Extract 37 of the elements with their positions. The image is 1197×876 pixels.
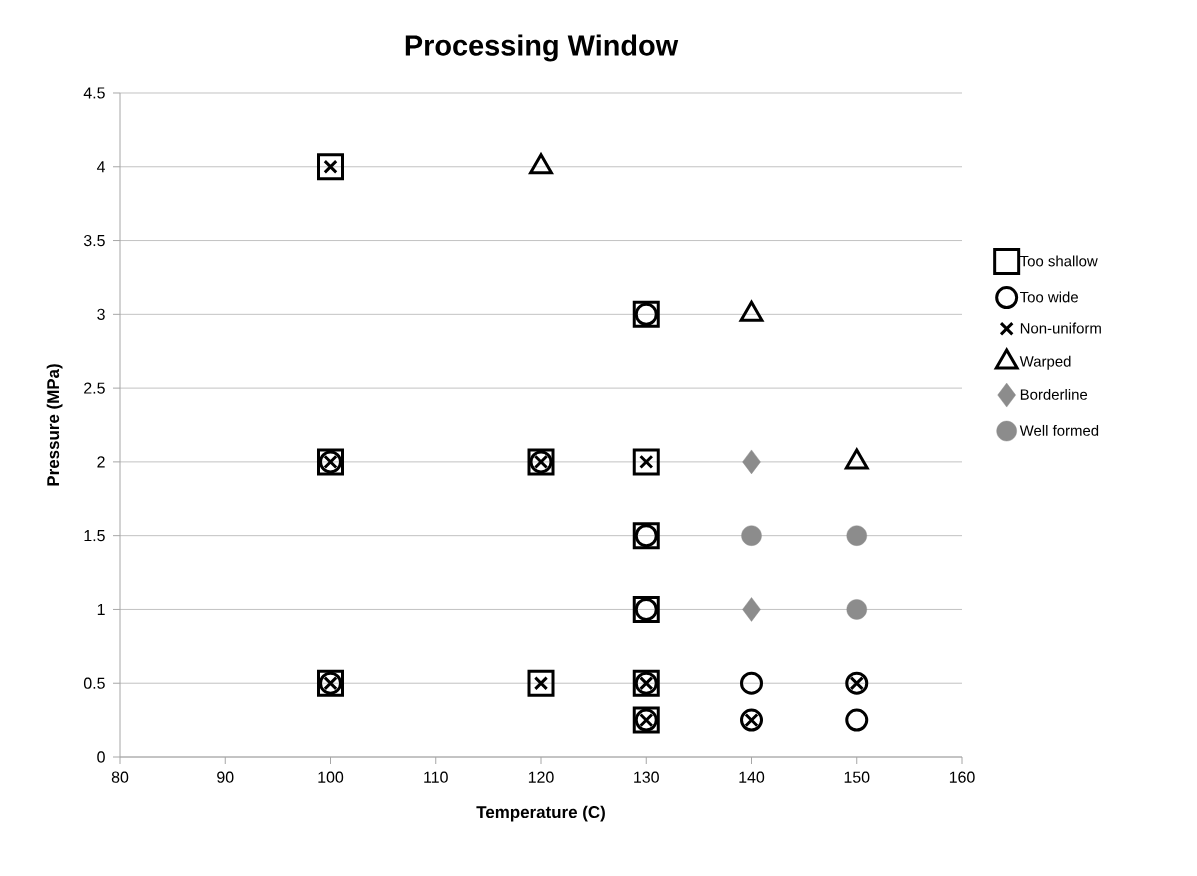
y-tick-label: 3: [97, 308, 105, 320]
point: [845, 671, 869, 695]
x-tick-label: 80: [111, 771, 129, 783]
point: [740, 671, 764, 695]
x-tick-label: 90: [217, 771, 234, 783]
point: [742, 449, 761, 475]
chart-title: Processing Window: [405, 34, 679, 62]
legend-label: Borderline: [1020, 388, 1088, 400]
x-tick-label: 110: [424, 771, 448, 783]
point: [846, 599, 867, 620]
y-tick-label: 0.5: [83, 677, 105, 689]
x-tick-label: 150: [844, 771, 870, 783]
y-tick-label: 2.5: [84, 382, 105, 394]
x-axis-title: Temperature (C): [476, 805, 605, 822]
legend-label: Well formed: [1019, 424, 1099, 436]
legend-label: Warped: [1019, 355, 1071, 370]
y-tick-label: 1.5: [84, 530, 105, 542]
legend-label: Too wide: [1020, 291, 1078, 303]
point: [845, 708, 869, 732]
point: [846, 525, 867, 546]
y-tick-label: 0: [97, 751, 105, 763]
x-tick-label: 120: [528, 771, 554, 783]
legend-label: Too shallow: [1020, 255, 1098, 267]
x-tick-label: 140: [739, 771, 765, 783]
x-tick-label: 100: [318, 771, 344, 783]
y-tick-label: 3.5: [83, 234, 105, 247]
y-tick-label: 4: [96, 161, 106, 173]
y-tick-label: 2: [97, 456, 105, 468]
point: [742, 597, 761, 622]
point: [740, 708, 764, 732]
legend-label: Non-uniform: [1020, 322, 1101, 334]
y-axis-title: Pressure (MPa): [46, 364, 63, 486]
x-tick-label: 130: [634, 771, 659, 783]
x-tick-label: 160: [949, 771, 975, 783]
y-tick-label: 1: [97, 603, 105, 615]
y-tick-label: 4.5: [83, 87, 105, 99]
point: [741, 525, 762, 546]
